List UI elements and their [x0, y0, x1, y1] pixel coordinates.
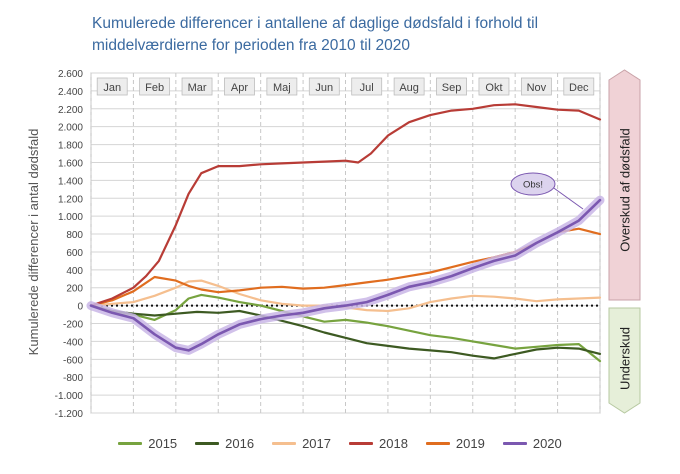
svg-text:Okt: Okt [485, 82, 502, 94]
legend-item-2017: 2017 [272, 436, 331, 451]
y-tick-label: 800 [66, 230, 83, 241]
series-line-2016 [89, 304, 602, 360]
month-label: Apr [224, 77, 255, 96]
y-axis-label: Kumulerede differencer i antal dødsfald [26, 129, 41, 356]
svg-text:Jul: Jul [360, 82, 374, 94]
legend-label: 2015 [148, 435, 178, 451]
y-tick-label: 600 [66, 248, 83, 259]
legend-item-2019: 2019 [425, 435, 485, 451]
month-label: Okt [478, 77, 510, 96]
month-label: Mar [181, 77, 213, 96]
y-tick-label: 2.400 [58, 87, 83, 98]
legend-item-2018: 2018 [349, 436, 408, 451]
month-label: Feb [139, 77, 171, 96]
y-tick-label: 1.200 [58, 194, 83, 205]
deficit-side-label: Underskud [608, 307, 641, 414]
svg-text:Jun: Jun [315, 82, 333, 94]
chart-legend: 2015 2016 2017 2018 2019 2020 [0, 432, 680, 454]
legend-label: 2018 [379, 435, 408, 451]
svg-text:Maj: Maj [273, 82, 291, 94]
legend-label: 2020 [532, 435, 562, 451]
legend-label: 2019 [455, 435, 485, 451]
legend-swatch [502, 441, 527, 445]
svg-text:Obs!: Obs! [523, 180, 543, 191]
month-label: Jul [351, 77, 383, 96]
y-tick-label: -400 [63, 337, 83, 348]
month-label: Dec [563, 77, 595, 96]
svg-text:Nov: Nov [527, 82, 547, 94]
svg-text:Jan: Jan [103, 82, 121, 94]
series-line-2018 [89, 103, 602, 307]
y-tick-label: 400 [66, 266, 83, 277]
y-tick-label: -200 [63, 320, 83, 331]
series-line-2020 [89, 198, 602, 352]
month-label: Aug [393, 77, 425, 96]
y-tick-label: -600 [63, 355, 83, 366]
legend-swatch [425, 441, 450, 445]
svg-text:Aug: Aug [399, 82, 419, 94]
y-tick-label: 2.000 [58, 123, 83, 134]
chart-title-line-2: middelværdierne for perioden fra 2010 ti… [92, 37, 410, 54]
month-label: Sep [436, 77, 467, 96]
chart-title-line-1: Kumulerede differencer i antallene af da… [92, 15, 539, 32]
y-tick-label: 1.600 [58, 158, 83, 169]
legend-item-2015: 2015 [118, 436, 177, 451]
legend-swatch [118, 441, 143, 445]
legend-swatch [272, 441, 297, 445]
y-tick-label: 0 [77, 302, 83, 313]
svg-text:Overskud af dødsfald: Overskud af dødsfald [618, 128, 633, 252]
series-line-2015 [89, 293, 602, 363]
excess-side-label: Overskud af dødsfald [608, 69, 641, 301]
y-tick-label: -800 [63, 373, 83, 384]
legend-label: 2017 [302, 435, 331, 451]
svg-text:Underskud: Underskud [618, 327, 633, 390]
y-tick-label: 1.800 [58, 141, 83, 152]
legend-label: 2016 [225, 435, 255, 451]
month-label: Jun [308, 77, 340, 96]
svg-text:Sep: Sep [442, 82, 462, 94]
y-tick-label: 1.000 [58, 212, 83, 223]
chart-title: Kumulerede differencer i antallene af da… [92, 13, 612, 57]
y-tick-label: 2.200 [58, 105, 83, 116]
month-label: Nov [520, 77, 552, 96]
svg-text:Feb: Feb [145, 82, 164, 94]
svg-text:Dec: Dec [569, 82, 589, 94]
y-tick-label: -1.200 [55, 409, 84, 420]
y-tick-label: 2.600 [58, 69, 83, 80]
svg-text:Apr: Apr [231, 82, 248, 94]
y-tick-label: 1.400 [58, 176, 83, 187]
y-tick-label: 200 [66, 284, 83, 295]
legend-swatch [195, 441, 220, 445]
month-label: Jan [96, 77, 128, 96]
obs-annotation: Obs! [510, 172, 584, 210]
month-label: Maj [266, 77, 298, 96]
legend-swatch [349, 441, 373, 445]
svg-text:Mar: Mar [188, 82, 207, 94]
legend-item-2016: 2016 [195, 436, 254, 451]
legend-item-2020: 2020 [502, 435, 562, 451]
y-tick-label: -1.000 [55, 391, 84, 402]
